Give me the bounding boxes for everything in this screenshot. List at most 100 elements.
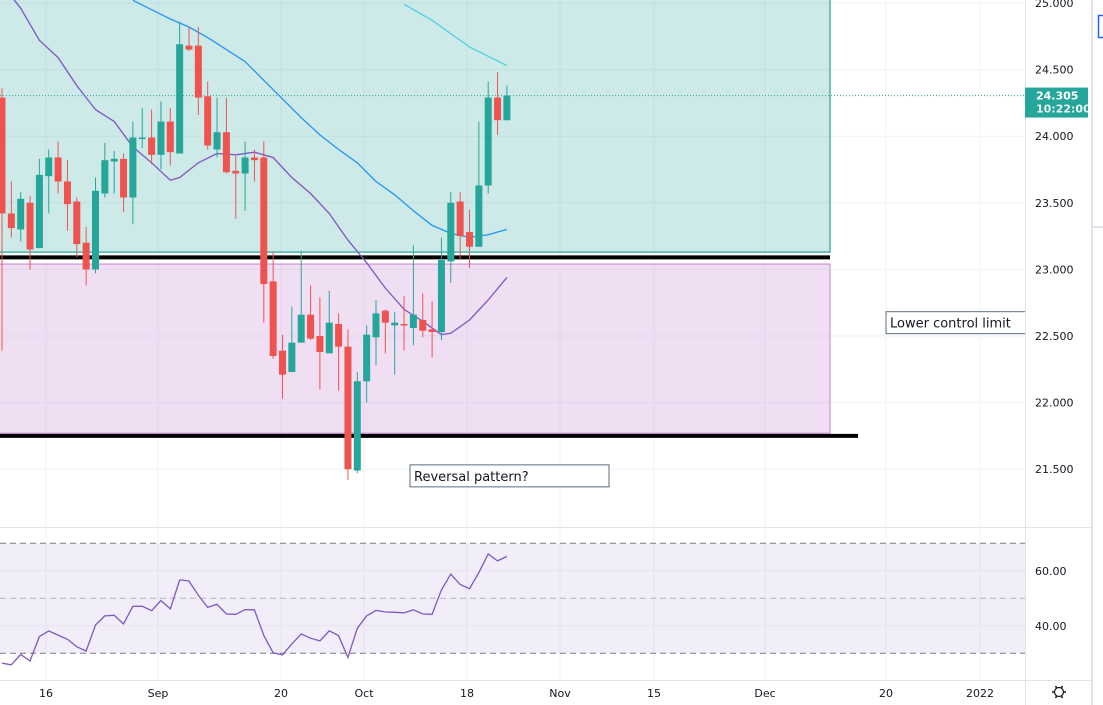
time-tick-label: Dec <box>754 687 775 700</box>
candle-body <box>129 137 137 198</box>
candle-body <box>372 313 380 338</box>
candle-body <box>475 185 483 247</box>
rsi-line <box>1 553 508 666</box>
candle <box>138 108 146 149</box>
candle <box>494 72 502 135</box>
candle-body <box>269 281 277 356</box>
candle <box>428 301 436 358</box>
candle <box>185 26 193 51</box>
gear-icon-tooth <box>1054 685 1058 689</box>
candle-body <box>26 202 34 250</box>
candle-body <box>456 201 464 237</box>
candle-body <box>400 324 408 326</box>
right-sidebar-panel-lower <box>1093 228 1103 705</box>
annotation-label-box <box>885 311 1025 335</box>
candle-body <box>279 350 286 375</box>
candle <box>222 97 230 174</box>
candle-body <box>176 44 184 154</box>
candle <box>204 81 212 150</box>
candle <box>484 81 492 194</box>
drawings-layer <box>0 0 1025 438</box>
time-tick-label: 15 <box>647 687 661 700</box>
last-price-badge <box>1025 87 1088 118</box>
annotation-label-text: Lower control limit <box>890 317 1011 332</box>
candle <box>110 150 118 194</box>
candle <box>437 237 445 340</box>
candle <box>456 192 464 261</box>
candle <box>325 290 333 354</box>
rsi-tick-label: 40.00 <box>1035 620 1067 633</box>
candle <box>0 88 6 351</box>
candle <box>279 334 286 399</box>
upper-zone-rectangle <box>0 0 831 253</box>
candle <box>316 297 324 390</box>
candle-body <box>344 346 352 470</box>
candle-body <box>316 336 324 352</box>
candle <box>241 141 249 211</box>
annotation-label-text: Reversal pattern? <box>414 470 529 485</box>
candle-body <box>260 157 268 285</box>
candle <box>400 296 408 351</box>
price-tick-label: 23.500 <box>1035 197 1074 210</box>
candle-body <box>138 137 146 140</box>
candle <box>101 142 109 198</box>
candle <box>250 149 258 182</box>
candle <box>157 101 165 170</box>
candle <box>335 313 343 391</box>
gear-icon-tooth <box>1060 695 1064 699</box>
candle <box>419 293 427 338</box>
candle <box>260 141 268 323</box>
candle <box>17 192 25 242</box>
candle-body <box>0 97 6 214</box>
candle <box>466 209 473 269</box>
candle-body <box>484 97 492 186</box>
right-sidebar-panel <box>1093 0 1103 226</box>
candle <box>353 371 361 474</box>
candle-body <box>307 314 315 339</box>
candle <box>148 109 156 165</box>
candle <box>307 285 315 340</box>
candle-body <box>325 322 333 354</box>
candle-body <box>466 232 473 247</box>
candle <box>45 149 53 214</box>
candle-body <box>391 322 399 326</box>
gear-icon[interactable] <box>1052 685 1066 699</box>
time-tick-label: 20 <box>879 687 893 700</box>
candle-body <box>82 242 90 270</box>
candle-body <box>204 96 212 146</box>
candle-body <box>503 95 511 121</box>
candle-body <box>494 97 502 121</box>
candle-body <box>437 260 445 333</box>
candle-body <box>35 174 43 249</box>
candle <box>54 141 62 194</box>
candle <box>166 108 174 166</box>
candle-body <box>148 137 156 155</box>
rsi-pane <box>0 542 1025 666</box>
last-price-value: 24.305 <box>1036 90 1078 103</box>
sidebar-button[interactable] <box>1097 14 1103 39</box>
candle-body <box>54 157 62 182</box>
candle-body <box>63 181 71 205</box>
candle <box>92 177 99 274</box>
candle <box>269 252 277 359</box>
candle <box>120 153 128 213</box>
candle-body <box>157 121 165 155</box>
gear-icon-tooth <box>1060 685 1064 689</box>
candle <box>63 160 71 231</box>
candle <box>213 97 221 158</box>
candle-body <box>353 381 361 471</box>
candle <box>447 192 455 283</box>
candle-body <box>101 160 109 194</box>
candle <box>35 158 43 249</box>
candle <box>7 181 15 238</box>
candle <box>409 245 417 346</box>
candle-body <box>213 132 221 150</box>
candle <box>288 306 296 372</box>
candle <box>475 121 483 247</box>
candle <box>232 156 240 219</box>
time-tick-label: Nov <box>549 687 571 700</box>
lower-zone-rectangle <box>0 263 831 434</box>
candle-body <box>288 342 296 372</box>
candle-body <box>92 190 99 270</box>
